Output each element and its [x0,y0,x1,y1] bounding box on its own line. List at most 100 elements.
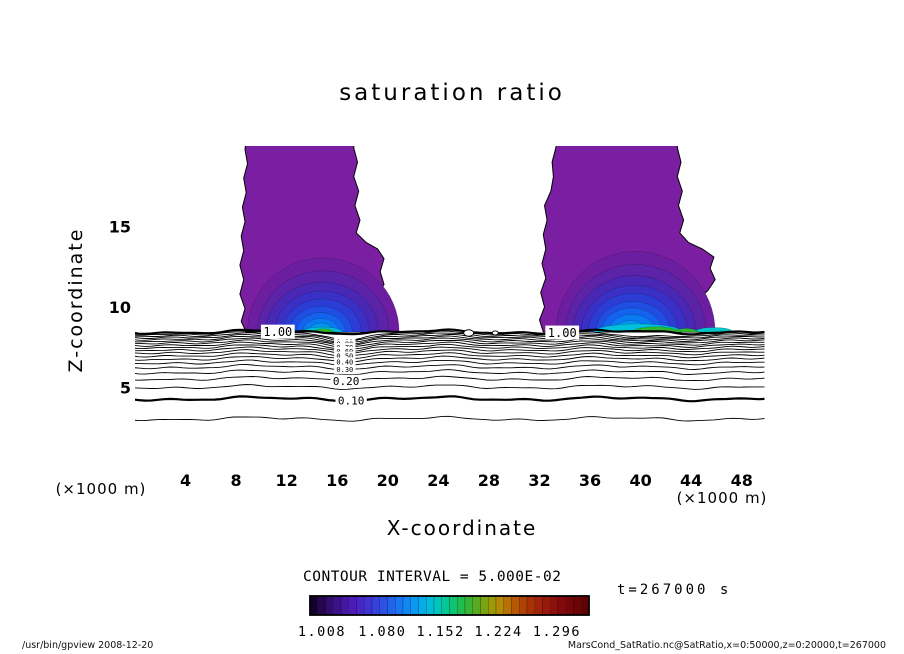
colorbar-cell [317,595,326,616]
colorbar-cell [503,595,512,616]
contour-label-bg [335,394,367,408]
x-tick-label: 8 [231,471,242,490]
contour-line [135,333,765,343]
y-tick-label: 5 [120,379,131,398]
contour-label-bg [545,325,580,340]
contour-line [135,341,765,350]
colorbar-cell [441,595,450,616]
contour-label-bg [334,351,356,361]
contour-interval-text: CONTOUR INTERVAL = 5.000E-02 [303,569,562,585]
closed-contour [463,329,475,337]
colorbar-cell [472,595,481,616]
colorbar-tick-label: 1.224 [475,624,523,640]
contour-line [135,349,765,357]
colorbar-cell [402,595,411,616]
contour-line [135,355,765,363]
plot-title: saturation ratio [339,80,565,106]
colorbar-cell [433,595,442,616]
contour-line [135,352,765,359]
contour-label: 1.00 [263,325,292,339]
x-tick-label: 28 [478,471,500,490]
colorbar-cell [449,595,458,616]
colorbar-cell [557,595,566,616]
colorbar-cell [534,595,543,616]
contour-label: 0.50 [336,352,353,360]
colorbar-cell [379,595,388,616]
contour-line [135,343,765,352]
x-axis-unit-right: (×1000 m) [676,489,768,507]
contour-line [135,395,765,403]
contour-label-bg [330,374,362,388]
contour-label-bg [334,364,356,374]
x-tick-label: 48 [731,471,753,490]
colorbar-cell [418,595,427,616]
colorbar-cell [325,595,334,616]
contour-line [135,415,765,422]
contour-line [135,330,765,341]
contour-label: 0.20 [333,375,360,388]
colorbar-tick-label: 1.152 [417,624,465,640]
colorbar-cell [550,595,559,616]
x-tick-label: 32 [528,471,550,490]
contour-line [135,369,765,376]
base-color-streak [674,328,698,333]
contour-line [135,328,765,336]
colorbar-cell [542,595,551,616]
contour-line [135,346,765,355]
contour-label-bg [334,346,356,356]
x-tick-label: 20 [377,471,399,490]
contour-line [135,335,765,345]
contour-line [135,375,765,382]
x-axis-label: X-coordinate [386,516,538,540]
colorbar-cell [457,595,466,616]
colorbar-cell [395,595,404,616]
colorbar-cell [495,595,504,616]
colorbar-cell [340,595,349,616]
y-tick-label: 10 [109,298,131,317]
x-tick-label: 4 [180,471,191,490]
time-stamp-text: t=267000 s [617,582,732,598]
x-tick-label: 24 [427,471,449,490]
footer-command-text: /usr/bin/gpview 2008-12-20 [22,640,154,651]
x-tick-label: 36 [579,471,601,490]
colorbar-cell [410,595,419,616]
contour-line [135,359,765,367]
colorbar-cell [581,595,590,616]
contour-label-bg [260,324,295,339]
contour-line [135,384,765,390]
colorbar-cell [565,595,574,616]
colorbar-cell [573,595,582,616]
plot-area: 1.001.000.900.800.700.600.500.400.300.20… [135,146,765,422]
colorbar-cell [387,595,396,616]
colorbar-cell [464,595,473,616]
contour-line [135,339,765,348]
x-axis-unit-left: (×1000 m) [55,480,147,498]
colorbar-cell [519,595,528,616]
x-tick-label: 44 [680,471,702,490]
colorbar-cell [488,595,497,616]
colorbar-cell [309,595,318,616]
contour-label: 0.10 [338,395,365,408]
x-tick-label: 40 [629,471,651,490]
colorbar-cell [356,595,365,616]
colorbar-tick-label: 1.008 [298,624,346,640]
contour-label: 0.30 [336,366,353,374]
colorbar-cell [348,595,357,616]
closed-contour [491,330,499,336]
colorbar-cell [371,595,380,616]
colorbar-cell [511,595,520,616]
colorbar-cell [426,595,435,616]
contour-label-bg [334,357,356,367]
colorbar-cell [526,595,535,616]
colorbar-tick-label: 1.296 [533,624,581,640]
contour-line [135,332,765,342]
colorbar-cell [364,595,373,616]
y-axis-label: Z-coordinate [65,227,87,373]
contour-label: 1.00 [548,326,577,340]
contour-line [135,337,765,347]
colorbar-tick-label: 1.080 [358,624,406,640]
colorbar-cell [333,595,342,616]
x-tick-label: 12 [276,471,298,490]
